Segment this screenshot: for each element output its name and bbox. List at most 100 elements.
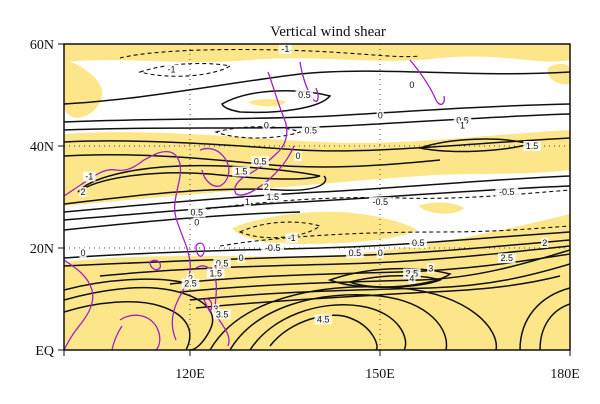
contour-label: 0.5 — [304, 126, 317, 136]
contour-0-upper — [64, 103, 570, 123]
contour-2p5-south — [189, 263, 570, 301]
longitude-labels: 120E 150E 180E — [175, 367, 580, 382]
contour-label: 2 — [264, 182, 269, 192]
contour-label: 0 — [264, 121, 269, 131]
lon-label-120e: 120E — [175, 367, 205, 382]
shade-patch-28n — [418, 202, 464, 214]
contour-label: -1 — [288, 233, 296, 243]
contour-3p5-south-arc — [229, 294, 448, 350]
contour-label: 1 — [460, 121, 465, 131]
contour-3-south-arc — [209, 286, 498, 350]
lat-label-40n: 40N — [30, 140, 54, 155]
contour-label-bg — [251, 156, 269, 167]
contour-2p5-south-arc — [519, 287, 570, 350]
contour-label-bg — [232, 166, 250, 177]
axis-ticks — [58, 43, 571, 356]
contour-label-bg — [408, 273, 416, 284]
contour-label-bg — [213, 258, 231, 269]
contour-label-bg — [262, 120, 270, 131]
contour-label: 0.5 — [191, 207, 204, 217]
coastline-philippines — [195, 265, 230, 347]
contour-4-southwest — [64, 286, 214, 350]
lat-label-eq: EQ — [35, 344, 54, 359]
contour-label: 2 — [80, 187, 85, 197]
contour-1-lower — [64, 175, 570, 213]
contour-0p5-north-loop — [221, 90, 332, 114]
contour-label: 0.5 — [412, 238, 425, 248]
contour-label: 1.5 — [526, 141, 539, 151]
contour-0p5-south — [64, 239, 570, 267]
contour-1p5-lower — [64, 175, 327, 205]
contour-label: 1.5 — [210, 269, 223, 279]
contour-label: -1 — [281, 44, 289, 54]
contour-label-bg — [165, 64, 178, 75]
shade-north-east-patch — [548, 63, 570, 85]
contour-label: 0 — [378, 248, 383, 258]
contour-label-bg — [314, 314, 333, 325]
coastline-taiwan — [195, 242, 206, 257]
contour-label: 3.5 — [216, 309, 229, 319]
contour-neg0p5-lower — [219, 225, 570, 247]
contour-label-bg — [181, 278, 200, 289]
contour-label-bg — [243, 197, 251, 208]
contour-label-bg — [403, 268, 421, 279]
contour-0p5-lower — [64, 185, 570, 221]
contour-label: 0 — [239, 253, 244, 263]
contour-label-bg — [301, 125, 320, 136]
contour-label-bg — [188, 207, 206, 218]
contour-label: 0.5 — [298, 90, 311, 100]
shade-tropical-band — [64, 214, 570, 350]
lat-label-20n: 20N — [30, 242, 54, 257]
contour-label-bg — [186, 273, 195, 284]
lat-label-60n: 60N — [30, 38, 54, 53]
contour-label: 0 — [378, 110, 383, 120]
contour-label: 2.5 — [184, 279, 197, 289]
contour-label: 0.5 — [349, 248, 362, 258]
contour-label: -0.5 — [373, 197, 389, 207]
contour-label: 0 — [80, 248, 85, 258]
coastline-hainan — [149, 259, 162, 271]
contour-label: 0 — [295, 151, 300, 161]
contour-label-bg — [83, 171, 96, 182]
contour-label: 0.5 — [216, 258, 229, 268]
contour-label-bg — [409, 237, 427, 248]
contour-label: 2.5 — [501, 253, 514, 263]
contour-label: 0 — [194, 218, 199, 228]
contour-label-bg — [262, 181, 270, 192]
contour-label-bg — [541, 237, 549, 248]
contour-label: -0.5 — [499, 187, 515, 197]
coastline-korea — [199, 147, 230, 187]
contour-label-bg — [279, 44, 292, 55]
contour-label-bg — [79, 248, 87, 259]
contour-label-bg — [295, 90, 314, 100]
contour-0-north — [64, 70, 570, 105]
latitude-labels: 60N 40N 20N EQ — [30, 38, 54, 359]
contour-label: 3.5 — [406, 269, 419, 279]
contour-neg0p5-middle — [199, 189, 570, 211]
contour-label-bg — [193, 217, 201, 228]
coastline-borneo — [111, 314, 161, 350]
contour-labels: -120-1-10.5000.5100.51.500.51.521.510.50… — [79, 44, 549, 325]
contour-4p5-southwest — [64, 301, 191, 350]
contour-label-bg — [453, 115, 472, 126]
contour-label: -1 — [167, 65, 175, 75]
contour-1-south — [99, 245, 570, 277]
contour-label-bg — [458, 120, 467, 131]
contour-0p5-upper — [64, 113, 570, 131]
shade-patch-25n — [232, 211, 418, 244]
contour-1-north — [64, 137, 570, 152]
map-title: Vertical wind shear — [270, 24, 386, 40]
contour-label: 1.5 — [235, 167, 248, 177]
contour-label-bg — [408, 79, 416, 90]
lon-label-150e: 150E — [365, 367, 395, 382]
contour-label: 2 — [542, 238, 547, 248]
plot-frame — [63, 43, 571, 351]
contour-label-bg — [263, 192, 282, 202]
contour-3-southwest — [64, 278, 191, 291]
contour-label-bg — [207, 268, 225, 279]
contour-4-south-loop — [249, 304, 407, 350]
contour-label-bg — [376, 248, 384, 259]
contour-label-bg — [427, 263, 435, 274]
contour-label-bg — [346, 248, 364, 259]
